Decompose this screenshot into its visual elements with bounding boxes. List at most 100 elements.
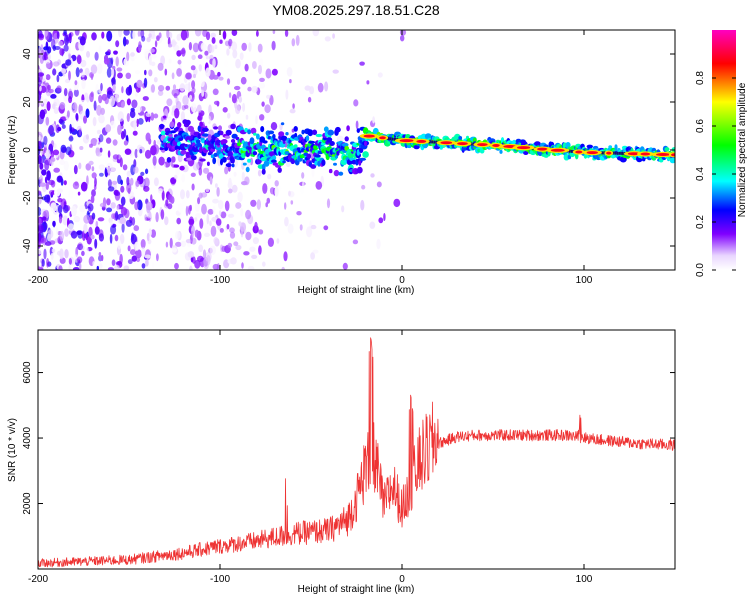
spectrogram-noise-cell bbox=[212, 263, 220, 270]
spectrogram-noise-cell bbox=[91, 212, 96, 220]
spectrogram-noise-cell bbox=[38, 267, 44, 270]
spectrogram-band-cell bbox=[321, 159, 326, 166]
spectrogram-band-cell bbox=[250, 127, 257, 135]
spectrogram-noise-cell bbox=[136, 118, 139, 128]
spectrogram-noise-cell bbox=[212, 198, 219, 204]
spectrogram-noise-cell bbox=[240, 207, 244, 217]
spectrogram-noise-cell bbox=[171, 72, 175, 80]
spectrogram-noise-cell bbox=[192, 162, 200, 171]
spectrogram-noise-cell bbox=[48, 88, 54, 94]
spectrogram-noise-cell bbox=[43, 135, 48, 146]
spectrogram-noise-cell bbox=[169, 237, 173, 249]
spectrogram-noise-cell bbox=[74, 30, 80, 36]
spectrogram-noise-cell bbox=[79, 36, 86, 46]
spectrogram-noise-cell bbox=[103, 58, 110, 65]
spectrogram-noise-cell bbox=[160, 209, 165, 220]
spectrogram-noise-cell bbox=[284, 216, 289, 227]
spectrogram-noise-cell bbox=[190, 230, 194, 239]
spectrogram-band-cell bbox=[206, 161, 210, 166]
spectrogram-y-ticks: -40 -20 0 20 40 bbox=[22, 48, 675, 253]
colorbar-ticks: 0.0 0.2 0.4 0.6 0.8 bbox=[695, 71, 736, 277]
spectrogram-noise-cell bbox=[117, 72, 123, 79]
spectrogram-noise-cell bbox=[283, 251, 288, 262]
spectrogram-noise-cell bbox=[281, 266, 285, 270]
spectrogram-noise-cell bbox=[189, 265, 193, 270]
spectrogram-noise-cell bbox=[44, 30, 48, 37]
spectrogram-noise-cell bbox=[228, 188, 233, 194]
spectrogram-noise-cell bbox=[39, 182, 47, 187]
spectrogram-noise-cell bbox=[63, 88, 68, 97]
spectrogram-noise-cell bbox=[38, 241, 41, 249]
spectrogram-noise-cell bbox=[262, 261, 266, 267]
spectrogram-band-cell bbox=[168, 133, 173, 138]
spectrogram-band-cell bbox=[281, 135, 288, 141]
spectrogram-noise-cell bbox=[287, 223, 294, 234]
spectrogram-noise-cell bbox=[166, 30, 170, 39]
spectrogram-band-cell bbox=[158, 124, 165, 128]
spectrogram-noise-cell bbox=[59, 48, 65, 56]
spectrogram-noise-cell bbox=[79, 262, 82, 270]
spectrogram-noise-cell bbox=[240, 76, 247, 85]
colorbar-tick-label: 0.2 bbox=[695, 215, 706, 229]
spectrogram-band-cell bbox=[224, 135, 231, 139]
spectrogram-noise-cell bbox=[56, 85, 62, 92]
spectrogram-noise-cell bbox=[131, 255, 137, 262]
spectrogram-ridge-cell bbox=[618, 151, 621, 155]
spectrogram-noise-cell bbox=[79, 146, 84, 150]
spectrogram-noise-cell bbox=[143, 185, 150, 192]
spectrogram-noise-cell bbox=[185, 190, 190, 199]
spectrogram-noise-cell bbox=[188, 42, 192, 51]
spectrogram-noise-cell bbox=[254, 221, 258, 231]
spectrogram-noise-cell bbox=[127, 245, 131, 252]
spectrogram-band-cell bbox=[253, 132, 257, 136]
spectrogram-noise-cell bbox=[195, 213, 202, 218]
spectrogram-noise-cell bbox=[266, 94, 271, 99]
spectrogram-noise-cell bbox=[237, 191, 243, 203]
spectrogram-noise-cell bbox=[134, 241, 140, 251]
spectrogram-noise-cell bbox=[241, 161, 245, 170]
spectrogram-noise-cell bbox=[140, 171, 145, 176]
spectrogram-noise-cell bbox=[39, 162, 44, 170]
spectrogram-marks bbox=[38, 30, 675, 270]
spectrogram-noise-cell bbox=[175, 231, 181, 240]
spectrogram-noise-cell bbox=[105, 156, 108, 165]
spectrogram-band-cell bbox=[261, 168, 266, 175]
spectrogram-noise-cell bbox=[95, 220, 99, 228]
spectrogram-noise-cell bbox=[90, 194, 95, 204]
spectrogram-noise-cell bbox=[184, 83, 190, 91]
spectrogram-noise-cell bbox=[229, 231, 236, 239]
spectrogram-noise-cell bbox=[224, 59, 228, 68]
spectrogram-noise-cell bbox=[45, 181, 49, 190]
spectrogram-noise-cell bbox=[180, 111, 185, 122]
spectrogram-noise-cell bbox=[224, 200, 230, 212]
spectrogram-noise-cell bbox=[115, 40, 120, 48]
spectrogram-noise-cell bbox=[143, 77, 148, 88]
spectrogram-noise-cell bbox=[153, 77, 158, 83]
spectrogram-band-cell bbox=[614, 144, 618, 151]
spectrogram-noise-cell bbox=[60, 144, 67, 153]
spectrogram-noise-cell bbox=[355, 120, 359, 130]
spectrogram-noise-cell bbox=[44, 241, 52, 246]
spectrogram-noise-cell bbox=[270, 122, 278, 131]
spectrogram-noise-cell bbox=[110, 120, 116, 129]
spectrogram-band-cell bbox=[185, 151, 191, 159]
spectrogram-noise-cell bbox=[132, 130, 138, 136]
spectrogram-noise-cell bbox=[217, 71, 221, 77]
spectrogram-noise-cell bbox=[98, 164, 106, 171]
spectrogram-ridge-cell bbox=[568, 149, 571, 153]
spectrogram-noise-cell bbox=[265, 202, 269, 208]
spectrogram-band-cell bbox=[329, 141, 335, 146]
spectrogram-noise-cell bbox=[252, 237, 259, 245]
spectrogram-noise-cell bbox=[140, 239, 146, 249]
spectrogram-noise-cell bbox=[117, 124, 122, 135]
spectrogram-noise-cell bbox=[56, 31, 60, 39]
spectrogram-noise-cell bbox=[227, 213, 235, 218]
spectrogram-noise-cell bbox=[90, 138, 98, 146]
spectrogram-noise-cell bbox=[218, 76, 224, 81]
spectrogram-noise-cell bbox=[135, 180, 140, 188]
spectrogram-noise-cell bbox=[126, 51, 130, 62]
spectrogram-noise-cell bbox=[52, 45, 56, 51]
spectrogram-noise-cell bbox=[53, 143, 57, 149]
spectrogram-noise-cell bbox=[210, 45, 215, 53]
